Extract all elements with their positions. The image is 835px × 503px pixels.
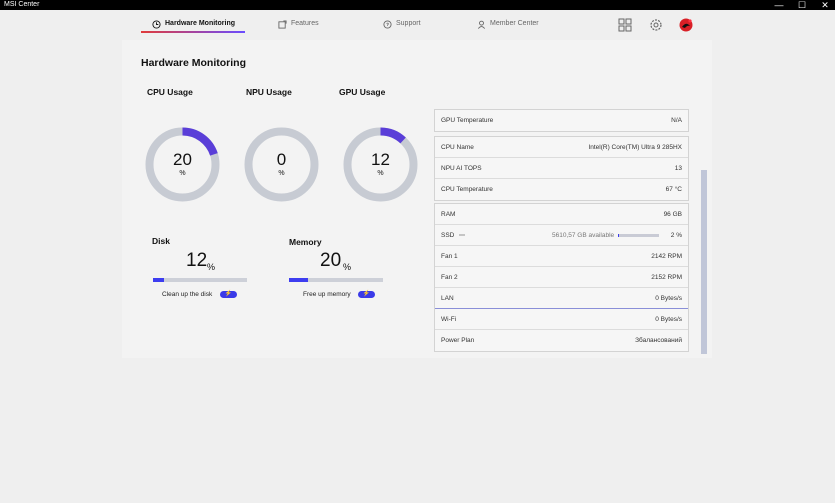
system-info-group: RAM 96 GB SSD 5610,57 GB available 2 % F…	[434, 203, 689, 352]
row-label: Fan 2	[441, 274, 458, 281]
row-label: CPU Temperature	[441, 186, 493, 193]
memory-usage-bar	[289, 278, 383, 282]
npu-usage-value: 0	[276, 150, 287, 169]
tab-label: Hardware Monitoring	[165, 20, 236, 27]
gpu-usage-unit: %	[377, 170, 384, 177]
row-label: RAM	[441, 211, 456, 218]
memory-label: Memory	[289, 237, 322, 247]
tab-label: Support	[396, 20, 421, 27]
row-value: N/A	[671, 117, 682, 124]
gpu-temperature-row: GPU Temperature N/A	[435, 110, 688, 131]
page-title: Hardware Monitoring	[141, 57, 247, 69]
minimize-button[interactable]: —	[774, 0, 784, 10]
row-value: 13	[674, 165, 682, 172]
refresh-circle-icon	[152, 19, 161, 29]
disk-usage-bar	[153, 278, 247, 282]
disk-value: 12	[186, 250, 208, 271]
gauge-track	[244, 127, 319, 202]
row-label: LAN	[441, 295, 454, 302]
gpu-info-group: GPU Temperature N/A	[434, 109, 689, 132]
row-value: 0 Bytes/s	[655, 295, 682, 302]
disk-unit: %	[207, 262, 216, 272]
free-memory-button[interactable]: ⚡	[358, 291, 375, 298]
row-value: Intel(R) Core(TM) Ultra 9 285HX	[588, 144, 682, 151]
memory-usage-fill	[289, 278, 308, 282]
cpu-temperature-row: CPU Temperature 67 °C	[435, 179, 688, 200]
npu-ai-tops-row: NPU AI TOPS 13	[435, 158, 688, 179]
npu-usage-gauge: 0 %	[244, 127, 319, 202]
fan1-row: Fan 1 2142 RPM	[435, 246, 688, 267]
disk-label: Disk	[152, 236, 170, 246]
gauge-arc	[145, 127, 220, 202]
row-label: Fan 1	[441, 253, 458, 260]
memory-unit: %	[343, 262, 352, 272]
title-bar: MSI Center — ☐ ✕	[0, 0, 835, 10]
settings-gear-icon[interactable]	[649, 18, 663, 32]
support-chat-icon	[383, 19, 392, 29]
power-plan-row: Power Plan Збалансований	[435, 330, 688, 351]
ram-row: RAM 96 GB	[435, 204, 688, 225]
row-value: 67 °C	[665, 186, 682, 193]
maximize-button[interactable]: ☐	[797, 0, 807, 10]
user-icon	[477, 20, 486, 29]
row-value: 2142 RPM	[651, 253, 682, 260]
memory-value: 20	[320, 250, 342, 271]
gpu-usage-gauge: 12 %	[343, 127, 418, 202]
ssd-usage-fill	[618, 234, 619, 237]
row-label: NPU AI TOPS	[441, 165, 482, 172]
row-label: SSD	[441, 232, 455, 239]
features-icon	[278, 19, 287, 29]
disk-usage-fill	[153, 278, 165, 282]
cpu-usage-gauge: 20 %	[145, 127, 220, 202]
cpu-usage-label: CPU Usage	[147, 87, 193, 97]
lan-row: LAN 0 Bytes/s	[435, 288, 688, 309]
cpu-usage-value: 20	[173, 150, 192, 169]
app-title: MSI Center	[4, 1, 40, 8]
gpu-usage-label: GPU Usage	[339, 87, 386, 97]
row-label: GPU Temperature	[441, 117, 494, 124]
tab-support[interactable]: Support	[383, 17, 421, 31]
cpu-usage-unit: %	[179, 170, 186, 177]
tab-hardware-monitoring[interactable]: Hardware Monitoring	[152, 17, 235, 31]
row-label: Wi-Fi	[441, 316, 457, 323]
ssd-indicator	[459, 234, 465, 236]
grid-apps-icon[interactable]	[618, 18, 632, 32]
wifi-row: Wi-Fi 0 Bytes/s	[435, 309, 688, 330]
gauge-arc	[343, 127, 418, 202]
gpu-usage-value: 12	[371, 150, 390, 169]
tab-label: Member Center	[490, 20, 539, 27]
ssd-available: 5610,57 GB available	[552, 232, 615, 239]
avatar[interactable]	[679, 18, 693, 32]
row-label: Power Plan	[441, 337, 475, 344]
free-memory-label: Free up memory	[303, 291, 351, 298]
fan2-row: Fan 2 2152 RPM	[435, 267, 688, 288]
scrollbar[interactable]	[701, 170, 707, 354]
ssd-usage-bar	[618, 234, 659, 237]
ssd-row: SSD 5610,57 GB available 2 %	[435, 225, 688, 246]
row-value: 0 Bytes/s	[655, 316, 682, 323]
active-tab-indicator	[141, 31, 245, 33]
row-value: 2 %	[670, 232, 682, 239]
cpu-name-row: CPU Name Intel(R) Core(TM) Ultra 9 285HX	[435, 137, 688, 158]
clean-disk-label: Clean up the disk	[162, 291, 213, 298]
tab-member-center[interactable]: Member Center	[477, 17, 539, 31]
row-value: 96 GB	[663, 211, 682, 218]
row-value: 2152 RPM	[651, 274, 682, 281]
npu-usage-unit: %	[278, 170, 285, 177]
row-label: CPU Name	[441, 144, 474, 151]
cpu-info-group: CPU Name Intel(R) Core(TM) Ultra 9 285HX…	[434, 136, 689, 201]
tab-label: Features	[291, 20, 319, 27]
lightning-icon: ⚡	[224, 291, 233, 297]
npu-usage-label: NPU Usage	[246, 87, 292, 97]
close-button[interactable]: ✕	[821, 0, 829, 10]
tab-features[interactable]: Features	[278, 17, 319, 31]
lightning-icon: ⚡	[362, 291, 371, 297]
row-value: Збалансований	[635, 337, 682, 344]
clean-disk-button[interactable]: ⚡	[220, 291, 237, 298]
